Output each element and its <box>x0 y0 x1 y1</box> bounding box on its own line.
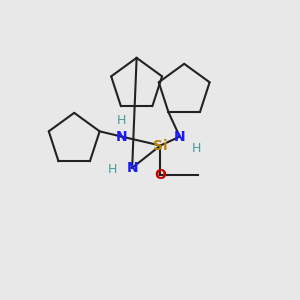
Text: H: H <box>108 163 118 176</box>
Text: N: N <box>116 130 128 144</box>
Text: O: O <box>154 168 166 182</box>
Text: H: H <box>191 142 201 155</box>
Text: H: H <box>117 114 127 127</box>
Text: N: N <box>126 161 138 175</box>
Text: Si: Si <box>153 139 168 152</box>
Text: N: N <box>174 130 185 144</box>
